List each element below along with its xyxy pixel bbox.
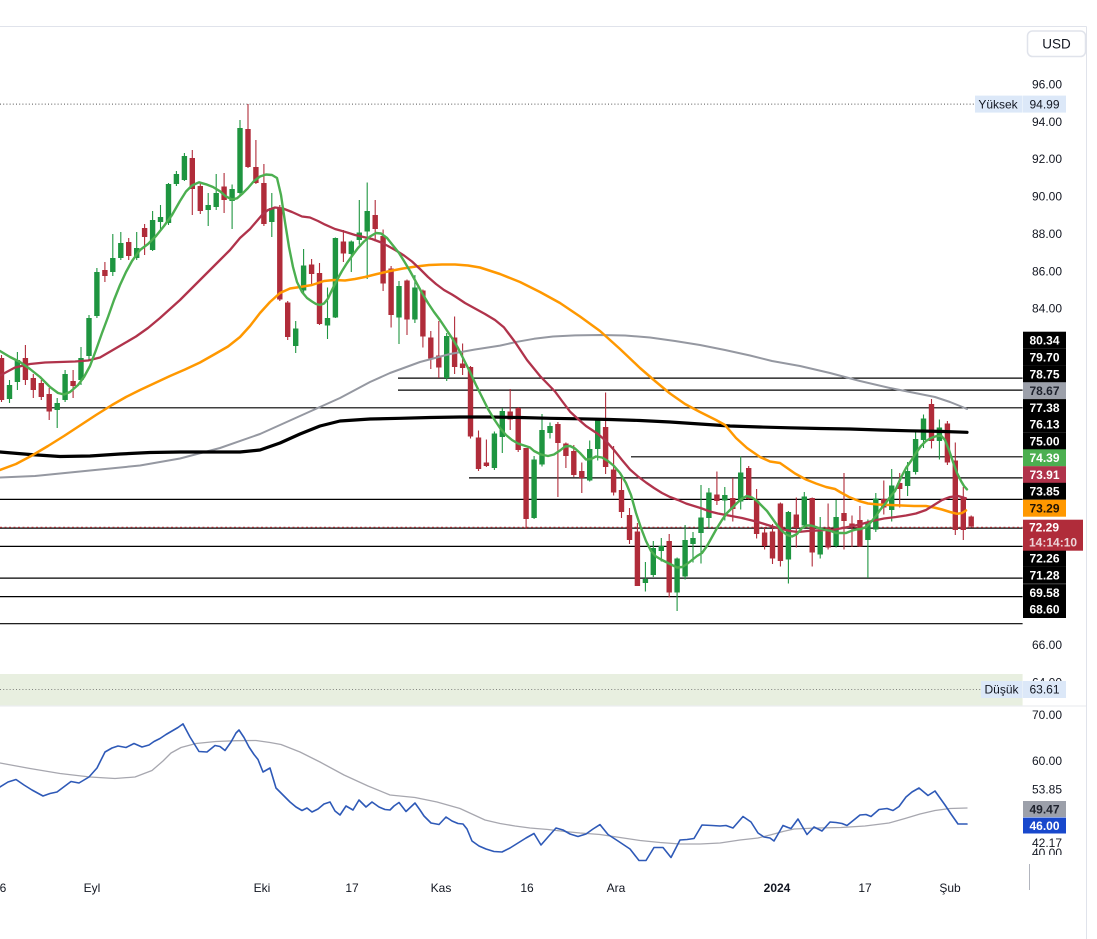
svg-text:17: 17 (345, 881, 359, 895)
svg-text:94.00: 94.00 (1032, 115, 1062, 129)
svg-text:Ara: Ara (607, 881, 626, 895)
svg-text:92.00: 92.00 (1032, 152, 1062, 166)
svg-text:2024: 2024 (764, 881, 791, 895)
svg-text:42.17: 42.17 (1032, 836, 1062, 850)
svg-text:78.67: 78.67 (1029, 384, 1059, 398)
svg-text:49.47: 49.47 (1029, 802, 1059, 816)
svg-text:76.13: 76.13 (1029, 417, 1059, 431)
svg-text:6: 6 (0, 881, 7, 895)
svg-text:74.39: 74.39 (1029, 451, 1059, 465)
svg-text:Yüksek: Yüksek (978, 97, 1018, 111)
svg-text:72.29: 72.29 (1029, 521, 1059, 535)
svg-text:60.00: 60.00 (1032, 754, 1062, 768)
svg-text:86.00: 86.00 (1032, 264, 1062, 278)
svg-text:USD: USD (1042, 37, 1071, 52)
svg-text:Eyl: Eyl (84, 881, 101, 895)
svg-text:73.85: 73.85 (1029, 485, 1059, 499)
svg-text:72.26: 72.26 (1029, 552, 1059, 566)
svg-text:17: 17 (858, 881, 872, 895)
svg-text:68.60: 68.60 (1029, 603, 1059, 617)
svg-text:Şub: Şub (939, 881, 961, 895)
svg-text:73.91: 73.91 (1029, 468, 1059, 482)
svg-text:46.00: 46.00 (1029, 819, 1059, 833)
svg-text:63.61: 63.61 (1029, 683, 1059, 697)
svg-text:75.00: 75.00 (1029, 434, 1059, 448)
svg-text:16: 16 (520, 881, 534, 895)
svg-text:14:14:10: 14:14:10 (1029, 536, 1077, 550)
svg-text:Düşük: Düşük (984, 683, 1019, 697)
svg-text:77.38: 77.38 (1029, 401, 1059, 415)
svg-text:66.00: 66.00 (1032, 638, 1062, 652)
svg-text:69.58: 69.58 (1029, 586, 1059, 600)
svg-text:84.00: 84.00 (1032, 302, 1062, 316)
svg-text:71.28: 71.28 (1029, 569, 1059, 583)
svg-text:80.34: 80.34 (1029, 333, 1059, 347)
svg-text:53.85: 53.85 (1032, 782, 1062, 796)
svg-text:78.75: 78.75 (1029, 367, 1059, 381)
svg-text:94.99: 94.99 (1029, 97, 1059, 111)
svg-text:96.00: 96.00 (1032, 78, 1062, 92)
svg-text:73.29: 73.29 (1029, 501, 1059, 515)
svg-text:90.00: 90.00 (1032, 190, 1062, 204)
svg-text:Eki: Eki (254, 881, 271, 895)
svg-text:88.00: 88.00 (1032, 227, 1062, 241)
svg-text:70.00: 70.00 (1032, 708, 1062, 722)
svg-text:Kas: Kas (431, 881, 452, 895)
svg-text:79.70: 79.70 (1029, 350, 1059, 364)
